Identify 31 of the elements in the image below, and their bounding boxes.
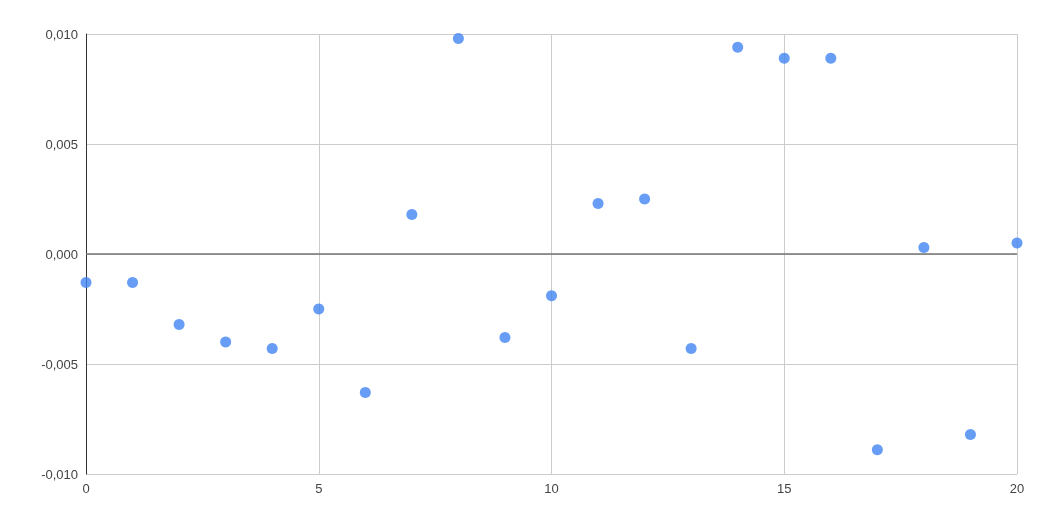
x-tick-label: 15: [777, 481, 792, 496]
point: [220, 336, 232, 348]
point: [639, 193, 651, 205]
point: [825, 52, 837, 64]
point: [406, 208, 418, 220]
point: [871, 444, 883, 456]
point: [685, 343, 697, 355]
x-tick-label: 0: [82, 481, 90, 496]
point: [266, 343, 278, 355]
point: [964, 428, 976, 440]
point: [592, 197, 604, 209]
x-tick-label: 20: [1009, 481, 1025, 496]
point: [499, 332, 511, 344]
y-tick-label: 0,010: [45, 26, 78, 42]
point: [732, 41, 744, 53]
x-tick-label: 10: [544, 481, 559, 496]
y-tick-label: 0,005: [45, 136, 78, 152]
point: [1011, 237, 1023, 249]
y-tick-label: -0,010: [41, 466, 78, 482]
point: [452, 32, 464, 44]
point: [127, 277, 139, 289]
point: [359, 387, 371, 399]
point: [778, 52, 790, 64]
point: [173, 318, 185, 330]
x-tick-label: 5: [315, 481, 323, 496]
point: [313, 303, 325, 315]
point: [918, 241, 930, 253]
y-tick-label: -0,005: [41, 356, 78, 372]
y-tick-label: 0,000: [45, 246, 78, 262]
point: [546, 290, 557, 302]
point: [80, 277, 92, 289]
